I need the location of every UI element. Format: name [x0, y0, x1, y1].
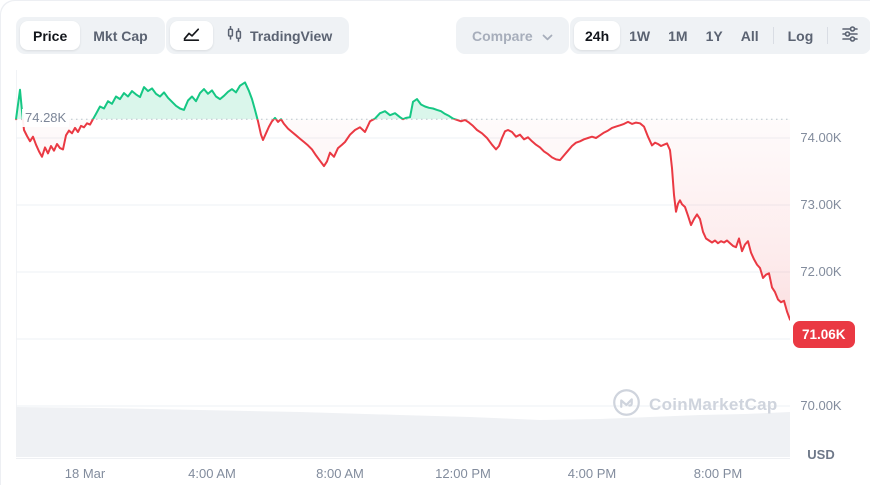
range-toggle: 24h 1W 1M 1Y All Log — [570, 17, 870, 54]
y-axis-label: 70.00K — [800, 398, 842, 413]
price-line-up — [15, 81, 466, 120]
x-axis-label: 4:00 AM — [188, 466, 236, 481]
toolbar-divider — [772, 27, 774, 44]
coinmarketcap-logo-icon — [612, 388, 641, 422]
watermark-label: CoinMarketCap — [649, 395, 778, 414]
currency-unit-label: USD — [807, 447, 835, 462]
range-1m[interactable]: 1M — [659, 21, 696, 50]
compare-label: Compare — [472, 27, 533, 44]
x-axis-label: 4:00 PM — [567, 466, 617, 481]
y-axis-label: 74.00K — [800, 130, 842, 145]
y-axis-label: 73.00K — [800, 197, 842, 212]
tab-price[interactable]: Price — [20, 21, 81, 50]
x-axis-label: 12:00 PM — [435, 466, 491, 481]
tab-mkt-cap[interactable]: Mkt Cap — [80, 21, 160, 50]
y-axis-label: 72.00K — [800, 264, 842, 279]
x-axis-label: 8:00 PM — [693, 466, 743, 481]
line-chart-style-button[interactable] — [170, 21, 213, 50]
compare-dropdown[interactable]: Compare — [456, 17, 569, 54]
price-chart[interactable] — [0, 70, 790, 458]
range-1w[interactable]: 1W — [620, 21, 659, 50]
metric-toggle: Price Mkt Cap — [16, 17, 165, 54]
last-price-badge: 71.06K — [793, 320, 855, 348]
range-chips: 24h 1W 1M 1Y All — [574, 21, 768, 50]
x-axis-separator — [16, 458, 790, 459]
x-axis-label: 18 Mar — [64, 466, 106, 481]
range-24h[interactable]: 24h — [574, 21, 621, 50]
coinmarketcap-watermark: CoinMarketCap — [612, 388, 778, 422]
area-fill-above-baseline — [16, 82, 790, 120]
chart-style-toggle: TradingView — [166, 17, 350, 54]
tradingview-style-button[interactable]: TradingView — [213, 21, 345, 50]
chevron-down-icon — [542, 28, 553, 44]
baseline-price-label: 74.28K — [22, 109, 70, 128]
x-axis-label: 8:00 AM — [316, 466, 364, 481]
tradingview-label: TradingView — [250, 27, 333, 44]
area-fill-below-baseline — [22, 119, 790, 320]
log-scale-button[interactable]: Log — [779, 21, 823, 50]
sliders-icon — [841, 26, 859, 45]
chart-settings-button[interactable] — [833, 21, 867, 50]
toolbar-divider — [827, 27, 829, 44]
range-1y[interactable]: 1Y — [697, 21, 732, 50]
range-all[interactable]: All — [732, 21, 768, 50]
price-line-down — [15, 119, 790, 321]
volume-silhouette — [16, 407, 790, 457]
candlestick-icon — [226, 25, 243, 46]
line-chart-icon — [183, 26, 200, 45]
